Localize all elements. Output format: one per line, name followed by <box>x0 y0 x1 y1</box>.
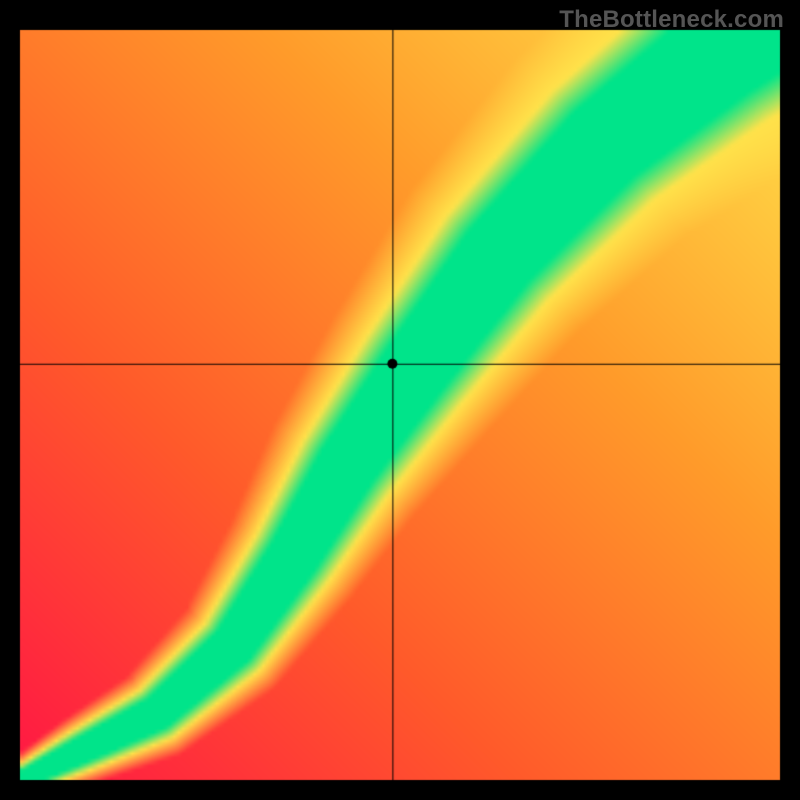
watermark-text: TheBottleneck.com <box>559 6 784 34</box>
chart-container: TheBottleneck.com <box>0 0 800 800</box>
bottleneck-heatmap <box>0 0 800 800</box>
